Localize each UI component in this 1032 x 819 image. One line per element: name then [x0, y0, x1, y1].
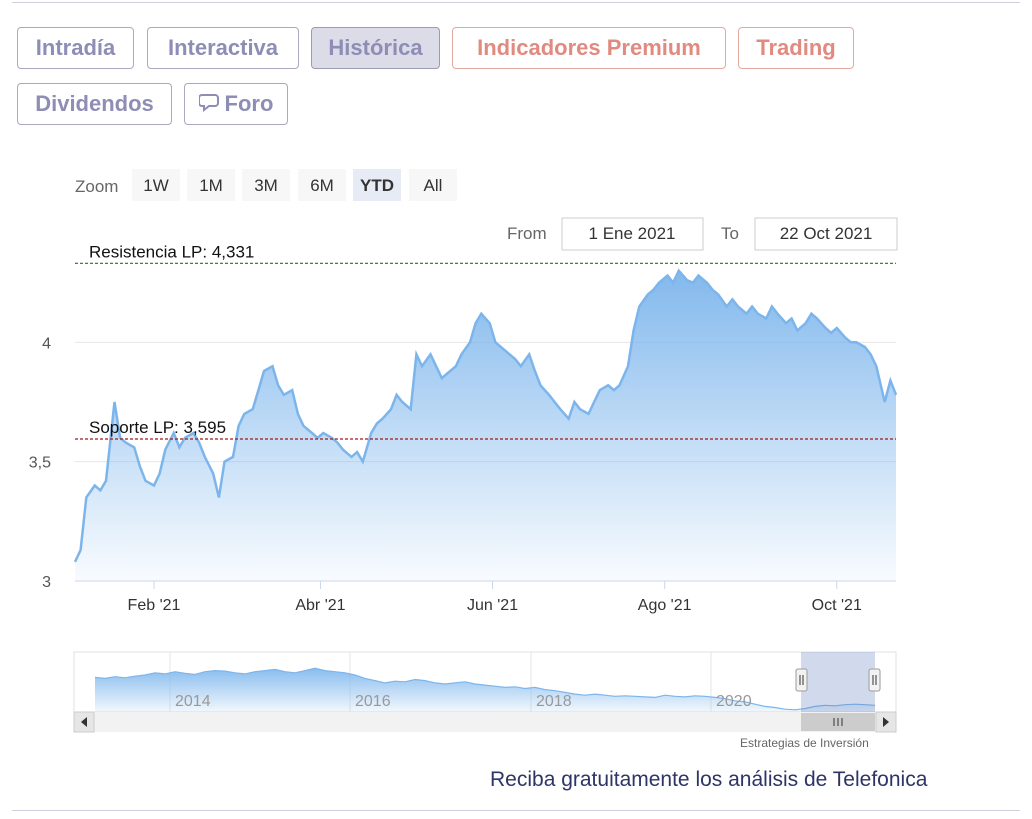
navigator-handle-right[interactable] — [868, 668, 881, 692]
tab-historica[interactable]: Histórica — [311, 27, 440, 69]
from-date-input[interactable] — [561, 217, 704, 251]
zoom-button-6m[interactable]: 6M — [298, 169, 346, 201]
zoom-button-label: All — [424, 176, 443, 195]
zoom-button-3m[interactable]: 3M — [242, 169, 290, 201]
scrollbar-right-button[interactable] — [875, 711, 897, 733]
x-tick-label: Feb '21 — [128, 597, 181, 614]
bottom-divider — [12, 810, 1020, 811]
navigator-line — [94, 667, 876, 711]
to-label: To — [721, 224, 739, 243]
support-resistance-lines: Resistencia LP: 4,331 Soporte LP: 3,595 — [75, 242, 896, 440]
footer-cta-text: Reciba gratuitamente los análisis de Tel… — [490, 768, 928, 791]
zoom-button-bg — [353, 169, 401, 201]
x-tick-label: Ago '21 — [638, 597, 692, 614]
navigator-tick-label: 2016 — [355, 693, 391, 710]
navigator-tick-label: 2020 — [716, 693, 752, 710]
zoom-button-1m[interactable]: 1M — [187, 169, 235, 201]
zoom-button-ytd[interactable]: YTD — [353, 169, 401, 201]
navigator-tick-label: 2018 — [536, 693, 572, 710]
zoom-button-label: 3M — [254, 176, 278, 195]
x-tick-label: Jun '21 — [467, 597, 518, 614]
price-area — [75, 270, 896, 581]
zoom-button-1w[interactable]: 1W — [132, 169, 180, 201]
tab-intradia[interactable]: Intradía — [17, 27, 134, 69]
zoom-button-bg — [132, 169, 180, 201]
tab-foro[interactable]: Foro — [184, 83, 288, 125]
arrow-left-icon — [81, 717, 87, 727]
price-line — [73, 268, 898, 563]
from-date-value: 1 Ene 2021 — [589, 224, 676, 243]
zoom-button-label: 1W — [143, 176, 169, 195]
chat-bubble-icon — [197, 85, 221, 125]
zoom-button-label: 6M — [310, 176, 334, 195]
navigator-mask[interactable] — [801, 652, 875, 712]
tab-dividendos[interactable]: Dividendos — [17, 83, 172, 125]
arrow-right-icon — [883, 717, 889, 727]
navigator-handle-left[interactable] — [795, 668, 808, 692]
tab-indicadores-premium[interactable]: Indicadores Premium — [452, 27, 726, 69]
navigator-area — [95, 668, 875, 712]
zoom-button-bg — [187, 169, 235, 201]
navigator-axis-labels: 2014 2016 2018 2020 — [175, 693, 752, 710]
scrollbar-track[interactable] — [74, 712, 896, 732]
navigator-tick-label: 2014 — [175, 693, 211, 710]
zoom-button-bg — [409, 169, 457, 201]
zoom-label: Zoom — [75, 177, 118, 196]
zoom-button-all[interactable]: All — [409, 169, 457, 201]
resistance-label: Resistencia LP: 4,331 — [89, 242, 254, 261]
y-tick-label: 3 — [42, 574, 51, 591]
zoom-button-bg — [242, 169, 290, 201]
zoom-button-label: YTD — [360, 176, 394, 195]
to-date-value: 22 Oct 2021 — [780, 224, 873, 243]
scrollbar-grip-icon — [833, 718, 843, 726]
to-date-input[interactable] — [754, 217, 898, 251]
zoom-buttons: 1W 1M 3M 6M YTD All — [132, 169, 457, 201]
from-label: From — [507, 224, 547, 243]
y-tick-label: 4 — [42, 335, 51, 352]
zoom-button-label: 1M — [199, 176, 223, 195]
x-axis-labels: Feb '21 Abr '21 Jun '21 Ago '21 Oct '21 — [128, 581, 862, 614]
tab-interactiva[interactable]: Interactiva — [147, 27, 299, 69]
y-axis-labels: 33,54 — [29, 335, 51, 591]
chart-credits[interactable]: Estrategias de Inversión — [740, 736, 869, 750]
scrollbar-left-button[interactable] — [73, 711, 95, 733]
y-tick-label: 3,5 — [29, 455, 51, 472]
x-tick-label: Oct '21 — [812, 597, 862, 614]
zoom-button-bg — [298, 169, 346, 201]
support-label: Soporte LP: 3,595 — [89, 418, 226, 437]
top-divider — [12, 2, 1020, 3]
x-tick-label: Abr '21 — [295, 597, 345, 614]
tab-trading[interactable]: Trading — [738, 27, 854, 69]
